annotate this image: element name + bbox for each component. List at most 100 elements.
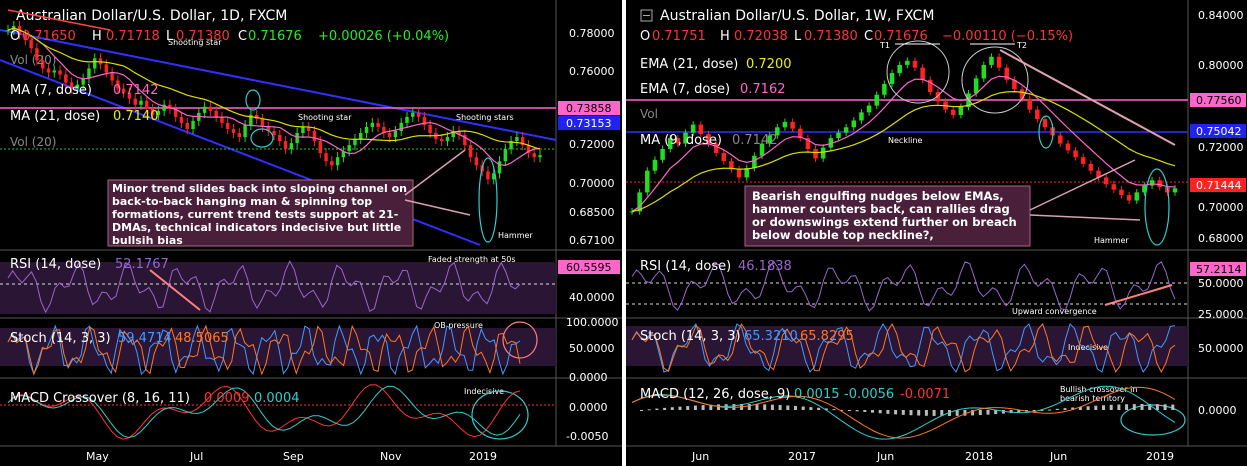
macd-label: MACD Crossover (8, 16, 11)	[10, 391, 190, 406]
candle	[1042, 119, 1048, 128]
candle	[237, 133, 242, 138]
candle	[64, 74, 68, 83]
price-tag-value: 0.73858	[566, 102, 612, 115]
ohlc-readout: O 0.71751 H 0.72038 L 0.71380 C 0.71676 …	[640, 29, 1073, 44]
y-tick: 0.84000	[1198, 9, 1244, 22]
collapse-toggle[interactable]	[640, 9, 653, 22]
macd-hist-bar	[932, 410, 936, 416]
y-tick: 0.67100	[569, 234, 615, 247]
candle	[905, 60, 910, 65]
analysis-note-box	[107, 179, 414, 247]
annotation-hammer: Hammer	[498, 231, 533, 240]
macd-hist-bar	[1148, 404, 1152, 410]
candle	[767, 135, 772, 144]
macd-hist-bar	[778, 405, 782, 410]
candle	[405, 116, 409, 123]
candle	[1080, 157, 1086, 164]
candle	[509, 141, 513, 150]
candle	[52, 70, 56, 73]
macd-hist-bar	[1094, 405, 1098, 410]
arrow-line	[7, 9, 111, 31]
price-axis: 0.84000 0.80000 0.72000 0.70000 0.68000 …	[1198, 9, 1244, 417]
candle	[439, 139, 444, 142]
candle	[950, 109, 956, 116]
chart-title: Australian Dollar/U.S. Dollar, 1D, FXCM	[16, 8, 287, 24]
candle	[996, 56, 1002, 68]
macd-hist-bar	[1109, 404, 1113, 410]
ohlc-close-label: C	[864, 29, 873, 44]
macd-hist-bar	[809, 407, 813, 410]
macd-hist-bar	[1140, 404, 1144, 410]
y-tick: 0.72000	[569, 138, 615, 151]
analysis-note-wrap: Bearish engulfing nudges below EMAs, ham…	[752, 190, 1017, 242]
y-tick: 0.78000	[569, 27, 615, 40]
candle	[683, 132, 688, 144]
rsi-tag-value: 60.5595	[566, 261, 612, 274]
annotation-hammer: Hammer	[1094, 236, 1129, 245]
candle	[243, 124, 247, 138]
x-tick: Sep	[283, 450, 304, 463]
candle	[520, 137, 525, 146]
macd-hist-bar	[763, 404, 767, 410]
ma-21-line	[7, 27, 541, 150]
macd-hist-bar	[971, 410, 975, 416]
analysis-note-box	[744, 185, 1031, 247]
candle	[422, 116, 427, 125]
annotation-shooting-star-2: Shooting star	[298, 113, 352, 122]
y-tick: 0.72000	[1198, 141, 1244, 154]
rsi-tag-value: 57.2114	[1196, 263, 1242, 276]
stoch-label: Stoch (14, 3, 3)	[10, 331, 111, 346]
macd-hist-bar	[1032, 410, 1036, 411]
arrow-line	[1029, 214, 1141, 221]
candle	[752, 155, 757, 168]
macd-hist-bar	[1171, 404, 1175, 410]
ma-7-line	[7, 27, 541, 166]
candle	[958, 106, 964, 116]
ohlc-open-value: 0.71650	[22, 29, 76, 44]
candle	[928, 79, 933, 93]
arrow-line	[1029, 159, 1136, 211]
annotation-faded-strength: Faded strength at 50s	[428, 255, 516, 264]
macd-hist-bar	[755, 404, 759, 410]
macd-hist-bar	[693, 405, 697, 410]
candle	[289, 143, 294, 150]
candle	[497, 161, 502, 174]
highlight-ring	[250, 128, 274, 148]
ohlc-high-value: 0.72038	[734, 29, 788, 44]
y-tick: 0.68000	[1198, 232, 1244, 245]
macd-hist-bar	[686, 406, 690, 410]
macd-hist-bar	[909, 410, 913, 416]
candle	[451, 130, 455, 138]
y-tick: 0.76000	[569, 65, 615, 78]
macd-hist-bar	[994, 410, 998, 415]
highlight-ring	[1038, 115, 1054, 149]
macd-hist-bar	[1117, 404, 1121, 410]
candle	[652, 159, 658, 171]
macd-label: MACD (12, 26, dose, 9)	[640, 387, 790, 402]
candle	[836, 132, 841, 139]
hammer-highlight	[478, 157, 498, 243]
y-tick: 50.0000	[569, 342, 615, 355]
price-tag-value: 0.75042	[1196, 125, 1242, 138]
annotation-shooting-star-1: Shooting star	[168, 38, 222, 47]
ma21-label: MA (21, dose)	[10, 109, 100, 124]
candle	[629, 211, 635, 213]
y-tick: 40.0000	[569, 291, 615, 304]
candle	[87, 68, 91, 79]
y-tick: 0.70000	[569, 177, 615, 190]
candle	[278, 135, 282, 142]
x-tick: 2019	[1146, 450, 1174, 463]
candle	[660, 148, 665, 160]
price-tag	[558, 101, 620, 115]
candle	[526, 145, 531, 154]
arrow-line	[404, 149, 466, 196]
analysis-note-text: Bearish engulfing nudges below EMAs, ham…	[752, 190, 1017, 242]
macd-hist-bar	[1071, 407, 1075, 410]
rsi-value: 52.1767	[115, 257, 169, 272]
macd-value-3: -0.0071	[900, 387, 950, 402]
candle	[93, 58, 97, 69]
candle	[359, 133, 363, 140]
macd-hist-bar	[801, 406, 805, 410]
candle	[272, 130, 276, 136]
